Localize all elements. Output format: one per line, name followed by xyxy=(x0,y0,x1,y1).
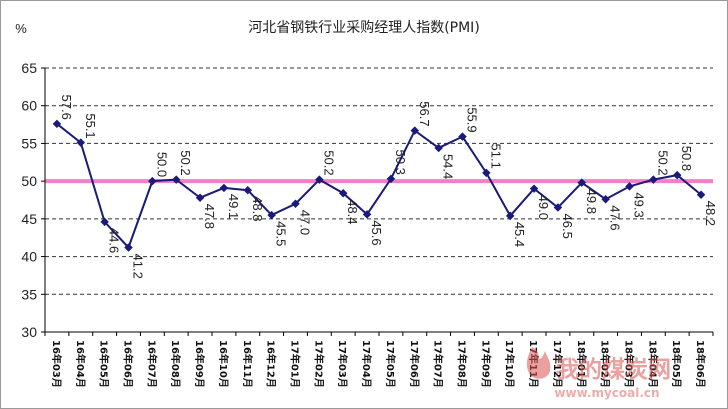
data-label: 55.9 xyxy=(465,107,480,132)
data-label: 49.1 xyxy=(226,194,241,219)
data-label: 54.4 xyxy=(441,154,456,179)
data-label: 56.7 xyxy=(417,101,432,126)
data-label: 51.1 xyxy=(488,144,503,169)
data-label: 50.0 xyxy=(154,152,169,177)
data-point xyxy=(76,138,86,147)
data-point xyxy=(315,175,324,184)
x-tick-label: 17年05月 xyxy=(384,340,397,388)
data-point xyxy=(52,119,62,129)
x-tick-label: 18年03月 xyxy=(623,340,636,388)
data-label: 57.6 xyxy=(59,95,74,120)
y-tick-label: 45 xyxy=(21,211,37,227)
series-line xyxy=(56,123,702,250)
data-label: 50.8 xyxy=(679,146,694,171)
x-tick-label: 17年07月 xyxy=(432,340,445,388)
y-tick-label: 30 xyxy=(21,324,37,340)
x-tick-label: 18年02月 xyxy=(599,340,612,388)
data-label: 50.2 xyxy=(655,150,670,175)
axes xyxy=(41,67,714,336)
data-label: 45.6 xyxy=(369,220,384,245)
x-tick-label: 18年04月 xyxy=(646,340,659,388)
watermark-logo: 我的煤炭网 www.mycoal.cn xyxy=(526,347,671,400)
data-point xyxy=(219,183,229,193)
data-label: 46.5 xyxy=(560,214,575,239)
y-tick-label: 65 xyxy=(21,60,37,76)
data-label: 48.8 xyxy=(250,196,265,221)
data-point xyxy=(482,168,491,178)
y-tick-label: 60 xyxy=(21,98,37,114)
watermark-logo-text: 我的煤炭网 xyxy=(556,356,671,383)
data-point xyxy=(458,132,467,141)
x-tick-label: 17年03月 xyxy=(336,340,349,388)
y-tick-labels: 30 35 40 45 50 55 60 65 xyxy=(21,60,37,340)
y-tick-label: 35 xyxy=(21,286,37,302)
x-tick-label: 16年07月 xyxy=(145,340,158,388)
data-label: 47.8 xyxy=(202,204,217,229)
x-tick-label: 16年10月 xyxy=(217,340,230,388)
x-tick-label: 16年04月 xyxy=(74,340,87,388)
data-label: 49.3 xyxy=(632,192,647,217)
data-label: 47.6 xyxy=(608,205,623,230)
data-label: 41.2 xyxy=(131,254,146,279)
data-labels: 57.6 55.1 44.6 41.2 50.0 50.2 47.8 49.1 48.8 45.5… xyxy=(59,95,718,279)
x-tick-label: 17年12月 xyxy=(551,340,564,388)
y-tick-label: 50 xyxy=(21,173,37,189)
series-layer xyxy=(52,119,706,252)
data-point xyxy=(291,199,300,209)
data-label: 45.4 xyxy=(512,222,527,247)
x-tick-label: 18年06月 xyxy=(694,340,707,388)
data-point xyxy=(243,185,253,195)
data-point xyxy=(625,182,634,191)
x-tick-label: 17年06月 xyxy=(408,340,421,388)
data-label: 44.6 xyxy=(107,228,122,253)
x-tick-label: 17年04月 xyxy=(360,340,373,388)
x-tick-label: 16年12月 xyxy=(265,340,278,388)
x-tick-label: 16年08月 xyxy=(169,340,182,388)
x-tick-label: 16年06月 xyxy=(122,340,135,388)
x-tick-label: 16年09月 xyxy=(193,340,206,388)
x-tick-label: 16年05月 xyxy=(98,340,111,388)
y-axis-unit: % xyxy=(15,21,27,36)
data-point xyxy=(124,243,133,252)
data-label: 47.0 xyxy=(298,210,313,235)
x-tick-label: 18年01月 xyxy=(575,340,588,388)
watermark-url-text: www.mycoal.cn xyxy=(554,386,659,400)
data-point xyxy=(410,126,420,135)
data-point xyxy=(386,174,396,184)
data-point xyxy=(338,188,348,198)
x-tick-label: 16年11月 xyxy=(241,340,254,388)
data-label: 55.1 xyxy=(83,113,98,138)
chart-title: 河北省钢铁行业采购经理人指数(PMI) xyxy=(248,20,480,36)
y-tick-label: 55 xyxy=(21,135,37,151)
data-label: 50.2 xyxy=(178,150,193,175)
data-label: 49.8 xyxy=(584,189,599,214)
x-tick-label: 17年09月 xyxy=(479,340,492,388)
x-tick-label: 17年02月 xyxy=(312,340,325,388)
flame-icon xyxy=(526,347,551,379)
x-tick-label: 16年03月 xyxy=(50,340,63,388)
data-point xyxy=(100,217,109,227)
data-point xyxy=(171,175,181,184)
data-label: 45.5 xyxy=(274,221,289,246)
data-point xyxy=(148,176,157,186)
x-tick-label: 17年08月 xyxy=(456,340,469,388)
data-label: 48.2 xyxy=(703,201,718,226)
x-tick-label: 17年01月 xyxy=(289,340,302,388)
data-label: 48.4 xyxy=(345,199,360,224)
data-point xyxy=(434,143,443,153)
y-tick-label: 40 xyxy=(21,249,37,265)
data-point xyxy=(195,193,205,202)
data-label: 50.2 xyxy=(321,150,336,175)
x-tick-label: 18年05月 xyxy=(670,340,683,388)
data-label: 49.0 xyxy=(536,195,551,220)
x-tick-label: 17年10月 xyxy=(503,340,516,388)
data-label: 50.3 xyxy=(393,150,408,175)
data-point xyxy=(267,210,276,220)
